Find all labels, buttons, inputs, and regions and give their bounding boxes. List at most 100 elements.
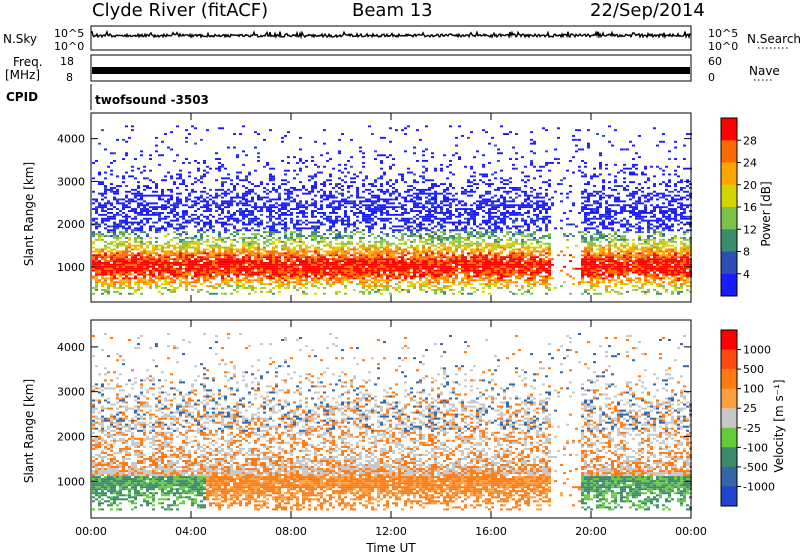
range-gate-cell [434, 263, 437, 266]
range-gate-cell [392, 208, 395, 210]
range-gate-cell [443, 292, 446, 295]
range-gate-cell [455, 244, 458, 247]
range-gate-cell [434, 215, 437, 218]
range-gate-cell [293, 227, 296, 230]
range-gate-cell [446, 275, 449, 278]
range-gate-cell [242, 125, 245, 128]
range-gate-cell [491, 206, 494, 209]
range-gate-cell [140, 260, 143, 262]
range-gate-cell [344, 263, 347, 266]
range-gate-cell [362, 258, 365, 261]
range-gate-cell [422, 263, 425, 266]
range-gate-cell [425, 196, 428, 199]
range-gate-cell [158, 154, 161, 157]
range-gate-cell [467, 267, 470, 270]
range-gate-cell [311, 267, 314, 270]
range-gate-cell [149, 240, 152, 243]
range-gate-cell [302, 206, 305, 209]
range-gate-cell [473, 242, 476, 245]
range-gate-cell [122, 258, 125, 261]
range-gate-cell [452, 235, 455, 237]
range-gate-cell [323, 244, 326, 247]
range-gate-cell [176, 229, 179, 232]
range-gate-cell [152, 221, 155, 224]
range-gate-cell [395, 244, 398, 247]
range-gate-cell [452, 229, 455, 232]
range-gate-cell [272, 281, 275, 284]
range-gate-cell [482, 250, 485, 253]
range-gate-cell [104, 227, 107, 230]
range-gate-cell [134, 260, 137, 262]
range-gate-cell [497, 206, 500, 209]
range-gate-cell [431, 252, 434, 255]
range-gate-cell [104, 269, 107, 272]
range-gate-cell [380, 212, 383, 214]
range-gate-cell [404, 258, 407, 261]
range-gate-cell [452, 269, 455, 272]
range-gate-cell [203, 223, 206, 226]
range-gate-cell [377, 260, 380, 262]
range-gate-cell [254, 235, 257, 237]
range-gate-cell [215, 194, 218, 197]
range-gate-cell [479, 194, 482, 197]
range-gate-cell [101, 281, 104, 284]
range-gate-cell [260, 262, 263, 264]
range-gate-cell [413, 152, 416, 155]
range-gate-cell [272, 269, 275, 272]
range-gate-cell [356, 275, 359, 278]
range-gate-cell [191, 237, 194, 239]
range-gate-cell [230, 263, 233, 266]
range-gate-cell [290, 248, 293, 251]
range-gate-cell [248, 244, 251, 247]
range-gate-cell [320, 273, 323, 276]
range-gate-cell [287, 260, 290, 262]
range-gate-cell [419, 285, 422, 287]
range-gate-cell [326, 258, 329, 261]
range-gate-cell [248, 192, 251, 195]
range-gate-cell [356, 227, 359, 230]
range-gate-cell [125, 256, 128, 259]
range-gate-cell [377, 208, 380, 210]
range-gate-cell [497, 260, 500, 262]
range-gate-cell [152, 267, 155, 270]
range-gate-cell [224, 215, 227, 218]
range-gate-cell [197, 169, 200, 172]
range-gate-cell [158, 273, 161, 276]
range-gate-cell [185, 213, 188, 216]
range-gate-cell [464, 242, 467, 245]
range-gate-cell [254, 237, 257, 239]
range-gate-cell [152, 202, 155, 205]
range-gate-cell [92, 190, 95, 193]
range-gate-cell [218, 263, 221, 266]
range-gate-cell [143, 271, 146, 274]
range-gate-cell [224, 281, 227, 284]
range-gate-cell [368, 254, 371, 257]
range-gate-cell [437, 185, 440, 187]
range-gate-cell [125, 194, 128, 197]
range-gate-cell [272, 206, 275, 209]
range-gate-cell [449, 206, 452, 209]
range-gate-cell [335, 252, 338, 255]
range-gate-cell [107, 289, 110, 291]
range-gate-cell [341, 263, 344, 266]
range-gate-cell [164, 265, 167, 268]
range-gate-cell [431, 213, 434, 216]
range-gate-cell [179, 279, 182, 282]
range-gate-cell [302, 212, 305, 214]
range-gate-cell [143, 281, 146, 284]
range-gate-cell [386, 258, 389, 261]
range-gate-cell [179, 202, 182, 205]
range-gate-cell [254, 265, 257, 268]
range-gate-cell [428, 256, 431, 259]
range-gate-cell [110, 183, 113, 185]
range-gate-cell [464, 190, 467, 193]
range-gate-cell [92, 235, 95, 237]
range-gate-cell [113, 275, 116, 278]
range-gate-cell [467, 262, 470, 264]
range-gate-cell [266, 206, 269, 209]
range-gate-cell [326, 279, 329, 282]
range-gate-cell [122, 138, 125, 141]
range-gate-cell [365, 215, 368, 218]
range-gate-cell [107, 217, 110, 220]
range-gate-cell [200, 273, 203, 276]
